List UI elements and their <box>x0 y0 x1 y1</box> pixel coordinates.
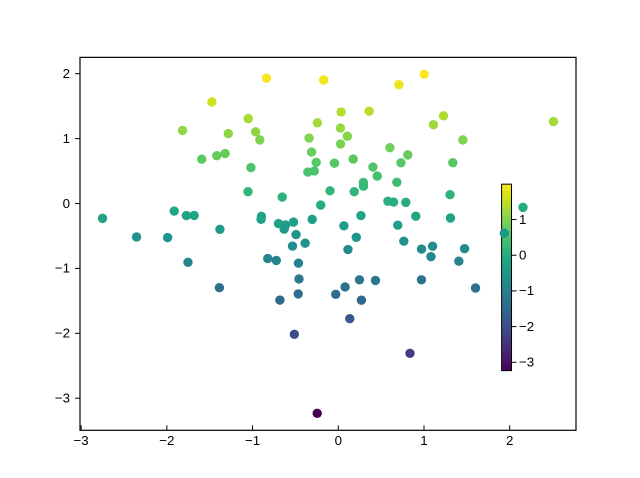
svg-text:−3: −3 <box>519 355 534 370</box>
svg-text:−2: −2 <box>519 319 534 334</box>
svg-text:0: 0 <box>63 196 70 211</box>
svg-text:2: 2 <box>63 66 70 81</box>
svg-text:−1: −1 <box>245 433 260 448</box>
svg-text:0: 0 <box>519 248 526 263</box>
svg-text:0: 0 <box>335 433 342 448</box>
svg-text:−1: −1 <box>55 261 70 276</box>
svg-text:1: 1 <box>519 212 526 227</box>
svg-text:2: 2 <box>506 433 513 448</box>
svg-text:−1: −1 <box>519 283 534 298</box>
svg-text:1: 1 <box>63 131 70 146</box>
svg-text:1: 1 <box>420 433 427 448</box>
svg-text:−3: −3 <box>74 433 89 448</box>
svg-text:−3: −3 <box>55 391 70 406</box>
svg-text:−2: −2 <box>159 433 174 448</box>
svg-text:−2: −2 <box>55 326 70 341</box>
